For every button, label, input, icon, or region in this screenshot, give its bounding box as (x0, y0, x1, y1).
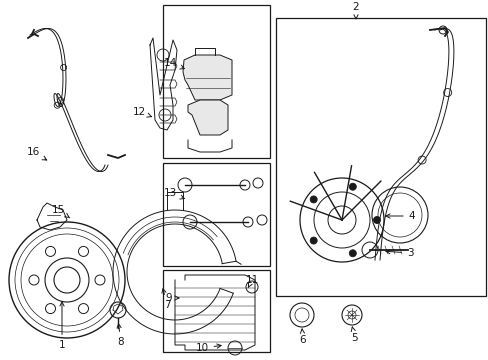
Text: 12: 12 (132, 107, 151, 117)
Text: 5: 5 (350, 327, 358, 343)
Text: 13: 13 (163, 188, 184, 199)
Text: 6: 6 (299, 329, 305, 345)
Bar (163, 163, 269, 266)
Text: 1: 1 (59, 302, 65, 350)
Circle shape (309, 196, 317, 203)
Polygon shape (183, 55, 231, 100)
Text: 4: 4 (385, 211, 414, 221)
Text: 7: 7 (162, 289, 170, 310)
Text: 14: 14 (163, 58, 184, 69)
Bar (275, 18, 485, 296)
Text: 11: 11 (245, 275, 258, 288)
Circle shape (309, 237, 317, 244)
Text: 9: 9 (165, 293, 179, 303)
Text: 3: 3 (385, 248, 412, 258)
Bar (163, 5, 269, 158)
Polygon shape (187, 100, 227, 135)
Circle shape (373, 216, 380, 224)
Text: 10: 10 (195, 343, 221, 353)
Text: 8: 8 (117, 324, 124, 347)
Text: 2: 2 (352, 2, 359, 19)
Text: 16: 16 (26, 147, 46, 160)
Circle shape (348, 250, 356, 257)
Bar (163, 270, 269, 352)
Circle shape (348, 183, 356, 190)
Text: 15: 15 (51, 205, 70, 218)
